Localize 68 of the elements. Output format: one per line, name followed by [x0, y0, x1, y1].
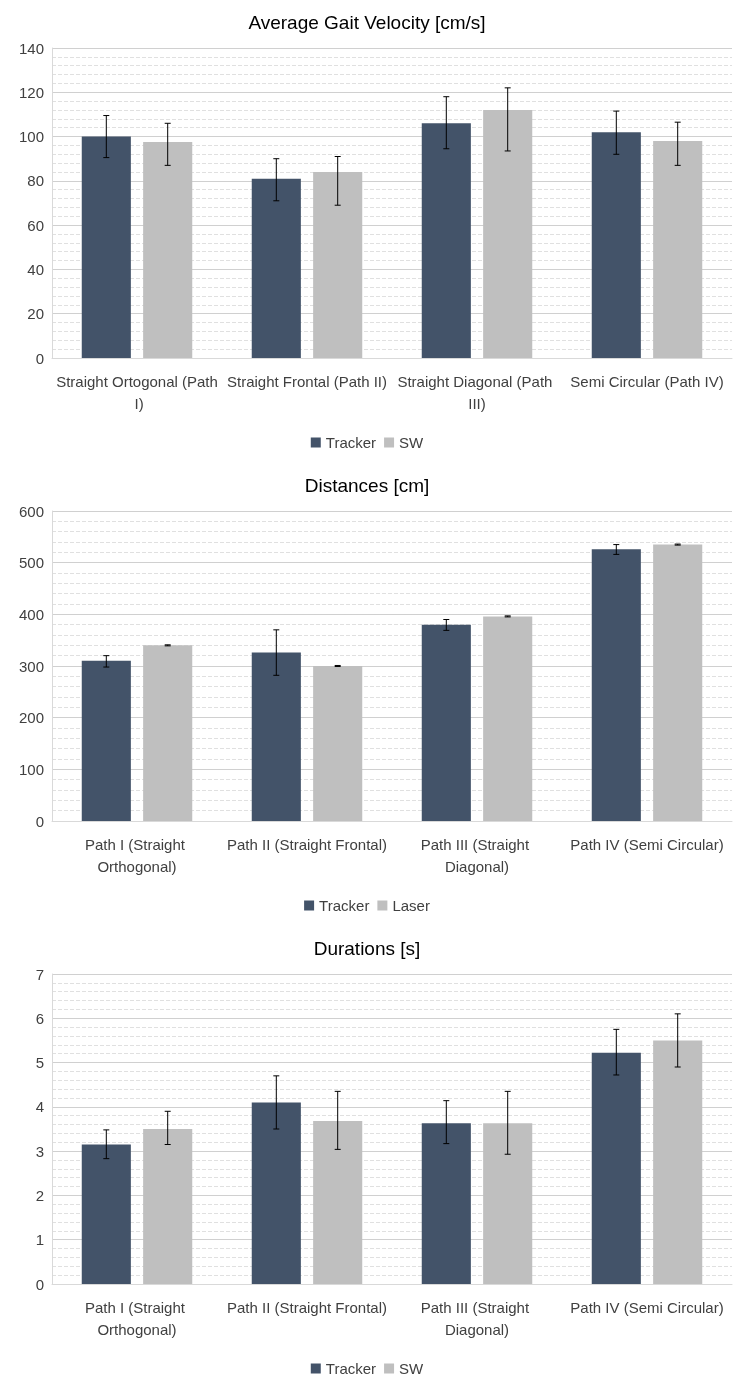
bar: [313, 1121, 363, 1284]
y-tick-label: 80: [27, 172, 44, 190]
y-tick-label: 1: [35, 1231, 44, 1249]
y-tick-label: 140: [18, 39, 44, 57]
y-tick-label: 100: [18, 760, 44, 778]
y-tick-label: 7: [35, 965, 44, 983]
y-tick-label: 60: [27, 216, 44, 234]
chart-title: Durations [s]: [313, 938, 421, 959]
y-tick-label: 300: [18, 657, 44, 675]
bar: [653, 141, 703, 358]
legend-label: SW: [399, 1360, 425, 1377]
x-tick-label: Path I (Straight Orthogonal): [84, 835, 190, 875]
bar: [143, 142, 193, 358]
x-tick-label: Path III (Straight Diagonal): [420, 835, 534, 875]
bar: [313, 172, 363, 358]
y-tick-label: 120: [18, 83, 44, 101]
bar: [143, 645, 193, 821]
y-tick-label: 3: [35, 1142, 44, 1160]
bar: [251, 1102, 301, 1284]
bar: [251, 652, 301, 821]
bar: [591, 132, 641, 358]
x-tick-label: Straight Ortogonal (Path I): [56, 372, 218, 412]
x-tick-label: Path II (Straight Frontal): [226, 835, 388, 853]
legend-label: Tracker: [325, 434, 377, 451]
y-tick-label: 5: [35, 1054, 44, 1072]
y-tick-label: 6: [35, 1009, 44, 1027]
chart-title: Average Gait Velocity [cm/s]: [248, 12, 486, 33]
x-tick-label: Semi Circular (Path IV): [570, 372, 724, 390]
y-tick-label: 200: [18, 709, 44, 727]
bar: [483, 110, 533, 358]
legend-label: Laser: [392, 897, 430, 914]
bar: [653, 1040, 703, 1284]
x-tick-label: Path I (Straight Orthogonal): [84, 1298, 190, 1338]
bar: [653, 544, 703, 821]
x-tick-label: Path IV (Semi Circular): [570, 1298, 724, 1316]
x-tick-label: Straight Frontal (Path II): [226, 372, 388, 390]
x-tick-label: Path II (Straight Frontal): [226, 1298, 388, 1316]
bar: [143, 1129, 193, 1284]
y-tick-label: 20: [27, 305, 44, 323]
y-tick-label: 500: [18, 554, 44, 572]
x-tick-label: Path III (Straight Diagonal): [420, 1298, 534, 1338]
chart-title: Distances [cm]: [304, 475, 430, 496]
y-tick-label: 0: [35, 1275, 44, 1293]
bar: [591, 1052, 641, 1284]
bar: [421, 1123, 471, 1284]
bar: [313, 666, 363, 821]
bar: [483, 616, 533, 821]
y-tick-label: 100: [18, 128, 44, 146]
bar: [81, 1144, 131, 1284]
bar: [421, 624, 471, 821]
legend-label: SW: [399, 434, 425, 451]
bar: [483, 1123, 533, 1284]
y-tick-label: 600: [18, 502, 44, 520]
bar: [81, 660, 131, 821]
bar: [81, 136, 131, 358]
y-tick-label: 0: [35, 812, 44, 830]
y-tick-label: 400: [18, 605, 44, 623]
bar: [421, 123, 471, 358]
y-tick-label: 0: [35, 349, 44, 367]
x-tick-label: Path IV (Semi Circular): [570, 835, 724, 853]
x-tick-label: Straight Diagonal (Path III): [397, 372, 557, 412]
y-tick-label: 40: [27, 260, 44, 278]
legend-label: Tracker: [325, 1360, 377, 1377]
bar: [251, 178, 301, 358]
y-tick-label: 4: [35, 1098, 44, 1116]
bar: [591, 549, 641, 821]
y-tick-label: 2: [35, 1186, 44, 1204]
legend-label: Tracker: [319, 897, 370, 914]
